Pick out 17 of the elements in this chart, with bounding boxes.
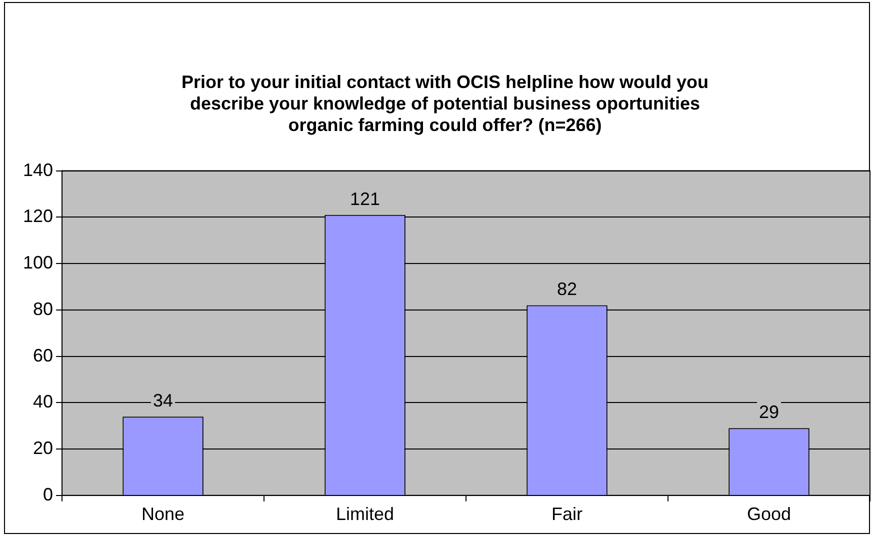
x-tick-label: Limited [336,504,394,524]
data-label: 121 [350,188,380,209]
chart-title: Prior to your initial contact with OCIS helpline how would you describe your knowledge of potential business oportunities organic farming could offer? (n=266) [181,72,709,135]
y-tick-label: 120 [22,206,54,226]
data-label: 34 [153,390,174,411]
y-tick-label: 0 [43,484,54,504]
data-label: 82 [556,279,578,300]
x-tick-label: Fair [552,504,583,524]
y-tick-label: 100 [22,252,54,273]
y-tick-label: 20 [33,438,54,458]
data-label: 29 [758,402,780,422]
y-tick-label: 140 [22,160,54,180]
y-tick-label: 40 [33,392,54,412]
x-tick-label: None [142,504,185,524]
y-tick-label: 60 [33,345,54,366]
y-tick-label: 80 [33,298,54,319]
x-tick-label: Good [746,504,792,524]
